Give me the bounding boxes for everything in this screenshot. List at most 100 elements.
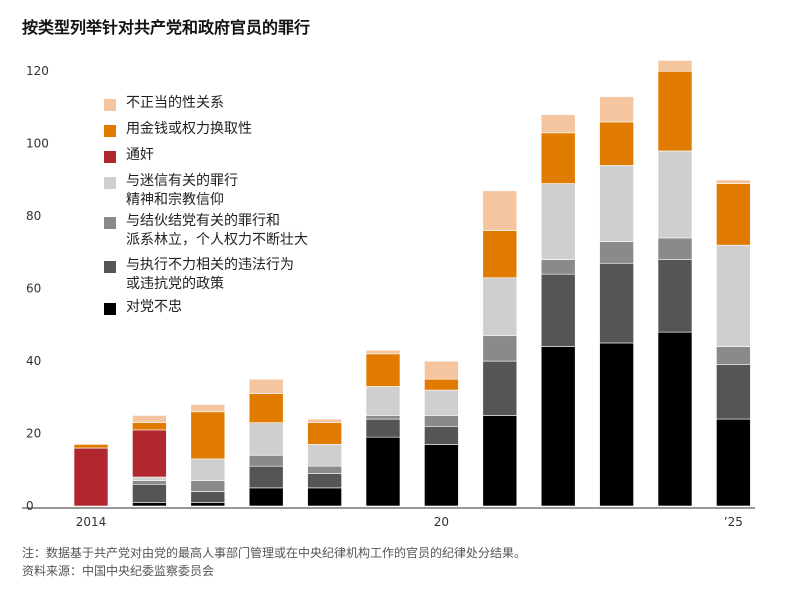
legend-swatch xyxy=(104,177,116,189)
legend-swatch xyxy=(104,261,116,273)
bar-segment-execution xyxy=(190,491,226,503)
bar-segment-loyalty xyxy=(190,502,226,507)
bar-segment-improper xyxy=(540,114,576,134)
bar-segment-improper xyxy=(190,404,226,413)
bar-segment-factions xyxy=(716,346,751,366)
legend-label: 与结伙结党有关的罪行和派系林立，个人权力不断壮大 xyxy=(126,212,308,250)
bar-segment-adultery xyxy=(132,429,167,478)
bar-segment-money xyxy=(190,411,226,460)
legend-swatch xyxy=(104,217,116,229)
bar-segment-factions xyxy=(657,237,693,260)
bar-segment-factions xyxy=(248,454,284,467)
bar-segment-execution xyxy=(657,259,693,333)
bar-segment-factions xyxy=(132,480,167,485)
y-tick-label: 20 xyxy=(26,427,41,441)
bar-segment-execution xyxy=(132,483,167,503)
x-tick-label: ’25 xyxy=(724,515,743,529)
bar-segment-improper xyxy=(482,190,518,231)
bar-segment-superstition xyxy=(424,389,459,416)
bar-segment-factions xyxy=(307,465,342,474)
bar-segment-adultery xyxy=(73,447,109,507)
bar-segment-superstition xyxy=(599,165,634,242)
bar-segment-loyalty xyxy=(657,331,693,507)
y-tick-label: 80 xyxy=(26,209,41,223)
bar-segment-money xyxy=(132,422,167,431)
legend-label-line: 派系林立，个人权力不断壮大 xyxy=(126,232,308,248)
source-note: 资料来源：中国中央纪委监察委员会 xyxy=(22,564,215,578)
bar-segment-superstition xyxy=(307,444,342,467)
bar-segment-improper xyxy=(657,60,693,72)
bar-segment-superstition xyxy=(132,476,167,481)
bar-segment-loyalty xyxy=(424,444,459,507)
legend-label-line: 与迷信有关的罪行 xyxy=(126,173,238,189)
y-axis-ticks: 0 20 40 60 80 100 120 xyxy=(26,64,49,513)
legend-label-line: 用金钱或权力换取性 xyxy=(126,121,252,137)
y-tick-label: 0 xyxy=(26,499,34,513)
legend-label-line: 精神和宗教信仰 xyxy=(126,192,224,208)
bar-segment-execution xyxy=(716,364,751,420)
legend-label-line: 与执行不力相关的违法行为 xyxy=(126,257,294,273)
legend-label: 通奸 xyxy=(126,146,154,165)
bar-segment-execution xyxy=(365,418,401,438)
bar-segment-loyalty xyxy=(307,487,342,507)
legend-swatch xyxy=(104,125,116,137)
bar-segment-execution xyxy=(599,262,634,344)
bar-segment-money xyxy=(365,353,401,387)
bar-segment-loyalty xyxy=(248,487,284,507)
footnotes: 注：数据基于共产党对由党的最高人事部门管理或在中央纪律机构工作的官员的纪律处分结… xyxy=(22,544,526,580)
bar-segment-superstition xyxy=(248,422,284,456)
bar-segment-superstition xyxy=(716,244,751,347)
y-tick-label: 60 xyxy=(26,282,41,296)
bar-segment-money xyxy=(424,378,459,391)
bar-segment-improper xyxy=(132,415,167,423)
bar-segment-loyalty xyxy=(540,346,576,507)
chart-title: 按类型列举针对共产党和政府官员的罪行 xyxy=(22,18,311,37)
bar-segment-superstition xyxy=(365,386,401,416)
bar-segment-execution xyxy=(307,473,342,489)
legend-label-line: 或违抗党的政策 xyxy=(126,276,224,292)
bar-segment-money xyxy=(482,230,518,279)
legend-label-line: 与结伙结党有关的罪行和 xyxy=(126,213,280,229)
bar-segment-money xyxy=(307,422,342,445)
legend-swatch xyxy=(104,99,116,111)
x-tick-label: 20 xyxy=(434,515,449,529)
bar-segment-improper xyxy=(424,360,459,380)
bar-segment-superstition xyxy=(482,277,518,337)
bar-segment-factions xyxy=(190,480,226,492)
bar-segment-factions xyxy=(599,241,634,264)
legend-label: 用金钱或权力换取性 xyxy=(126,120,252,139)
bar-segment-loyalty xyxy=(716,418,751,507)
x-tick-label: 2014 xyxy=(76,515,107,529)
legend-label: 与执行不力相关的违法行为 或违抗党的政策 xyxy=(126,256,294,294)
bar-segment-execution xyxy=(482,360,518,416)
bar-segment-execution xyxy=(248,465,284,489)
y-tick-label: 120 xyxy=(26,64,49,78)
bar-segment-improper xyxy=(248,378,284,394)
bar-segment-factions xyxy=(482,335,518,362)
y-tick-label: 40 xyxy=(26,354,41,368)
bar-segment-factions xyxy=(540,259,576,275)
bar-segment-improper xyxy=(599,96,634,123)
bar-segment-execution xyxy=(424,425,459,445)
legend-label-line: 通奸 xyxy=(126,147,154,163)
legend-swatch xyxy=(104,151,116,163)
footnote: 注：数据基于共产党对由党的最高人事部门管理或在中央纪律机构工作的官员的纪律处分结… xyxy=(22,546,527,560)
bar-segment-money xyxy=(599,121,634,166)
bar-segment-improper xyxy=(307,418,342,423)
bar-segment-money xyxy=(716,183,751,246)
y-tick-label: 100 xyxy=(26,137,49,151)
stacked-bar-chart: 0 20 40 60 80 100 120 2014 20 ’25 xyxy=(22,60,755,529)
bar-segment-factions xyxy=(424,415,459,427)
x-axis-ticks: 2014 20 ’25 xyxy=(76,515,743,529)
legend-label: 对党不忠 xyxy=(126,298,182,317)
legend-label-line: 不正当的性关系 xyxy=(126,95,224,111)
bar-segment-loyalty xyxy=(365,436,401,507)
bar-segment-factions xyxy=(365,415,401,420)
bar-segment-money xyxy=(540,132,576,184)
bar-segment-loyalty xyxy=(132,502,167,507)
bar-segment-superstition xyxy=(657,150,693,239)
bars xyxy=(73,60,751,507)
bar-segment-execution xyxy=(540,273,576,347)
bar-segment-money xyxy=(248,393,284,423)
bar-segment-superstition xyxy=(540,183,576,260)
